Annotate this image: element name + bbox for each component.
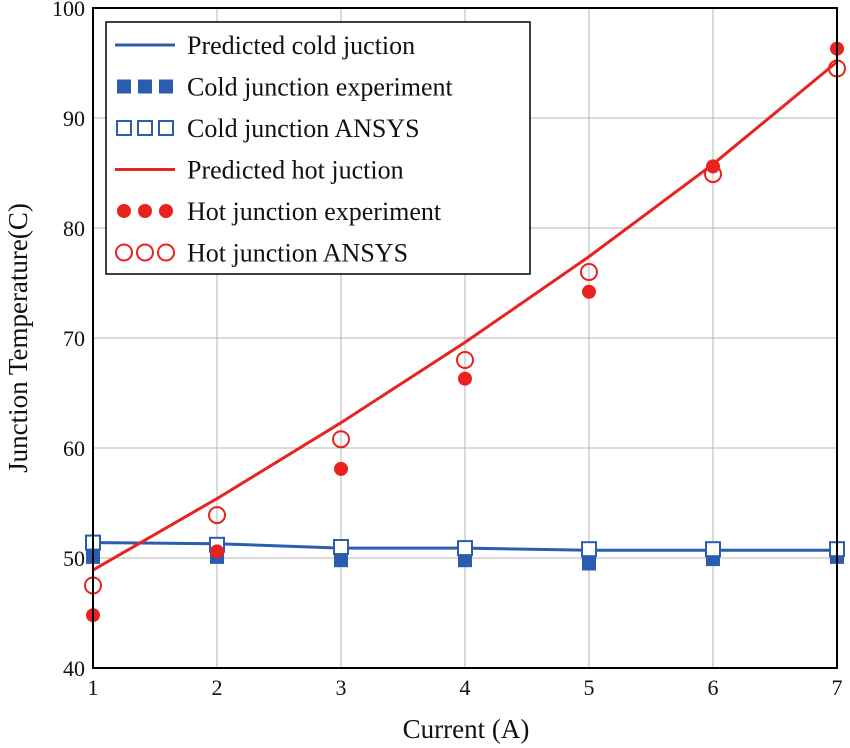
data-point xyxy=(334,461,348,476)
y-tick-label: 90 xyxy=(63,106,85,131)
legend-label: Hot junction ANSYS xyxy=(187,239,408,268)
y-axis-title: Junction Temperature(C) xyxy=(3,203,33,473)
data-point xyxy=(580,263,598,281)
legend-item: Hot junction experiment xyxy=(117,197,442,226)
y-tick-label: 100 xyxy=(52,0,85,21)
legend-label: Predicted cold juction xyxy=(187,31,415,60)
data-point xyxy=(457,540,473,557)
tick-labels: 1 2 3 4 5 6 7 40 50 60 70 80 90 100 xyxy=(52,0,843,700)
legend-label: Cold junction experiment xyxy=(187,73,454,102)
data-point xyxy=(334,553,348,568)
data-point xyxy=(208,506,226,525)
legend-marker-swatch xyxy=(138,204,152,218)
y-tick-label: 50 xyxy=(63,546,85,571)
x-tick-label: 4 xyxy=(460,675,471,700)
x-tick-label: 3 xyxy=(336,675,347,700)
x-tick-label: 2 xyxy=(212,675,223,700)
data-point xyxy=(581,541,597,558)
data-point xyxy=(458,371,472,386)
legend-marker-swatch xyxy=(138,79,152,94)
legend-marker-swatch xyxy=(117,204,131,218)
x-tick-label: 1 xyxy=(88,675,99,700)
x-tick-label: 6 xyxy=(708,675,719,700)
data-point xyxy=(582,284,596,299)
legend-item: Predicted hot juction xyxy=(115,156,404,185)
y-tick-label: 80 xyxy=(63,216,85,241)
legend-item: Cold junction ANSYS xyxy=(116,114,420,143)
legend-marker-swatch xyxy=(115,243,133,262)
data-point xyxy=(704,165,722,184)
data-point xyxy=(333,539,349,555)
legend-marker-swatch xyxy=(116,120,132,136)
data-point xyxy=(456,351,474,369)
y-tick-label: 40 xyxy=(63,656,85,681)
data-point xyxy=(332,430,350,449)
legend-item: Cold junction experiment xyxy=(117,73,454,102)
legend-marker-swatch xyxy=(158,120,174,136)
x-tick-label: 7 xyxy=(832,675,843,700)
legend-marker-swatch xyxy=(159,79,173,94)
legend-marker-swatch xyxy=(136,243,154,262)
x-axis-title: Current (A) xyxy=(403,714,530,744)
data-point xyxy=(458,553,472,568)
y-tick-label: 60 xyxy=(63,436,85,461)
y-tick-label: 70 xyxy=(63,326,85,351)
legend-marker-swatch xyxy=(117,79,131,94)
legend-item: Hot junction ANSYS xyxy=(115,239,408,268)
data-point xyxy=(210,544,224,559)
legend: Predicted cold juction Cold junction expe… xyxy=(105,21,531,275)
legend-label: Hot junction experiment xyxy=(187,197,442,226)
legend-label: Cold junction ANSYS xyxy=(187,114,420,143)
data-point xyxy=(705,541,721,558)
data-point xyxy=(582,556,596,571)
legend-marker-swatch xyxy=(157,243,175,262)
legend-box xyxy=(105,21,531,275)
legend-marker-swatch xyxy=(159,204,173,218)
x-tick-label: 5 xyxy=(584,675,595,700)
plot-frame xyxy=(92,7,838,669)
legend-label: Predicted hot juction xyxy=(187,156,404,185)
legend-marker-swatch xyxy=(137,120,153,136)
legend-item: Predicted cold juction xyxy=(115,31,415,60)
